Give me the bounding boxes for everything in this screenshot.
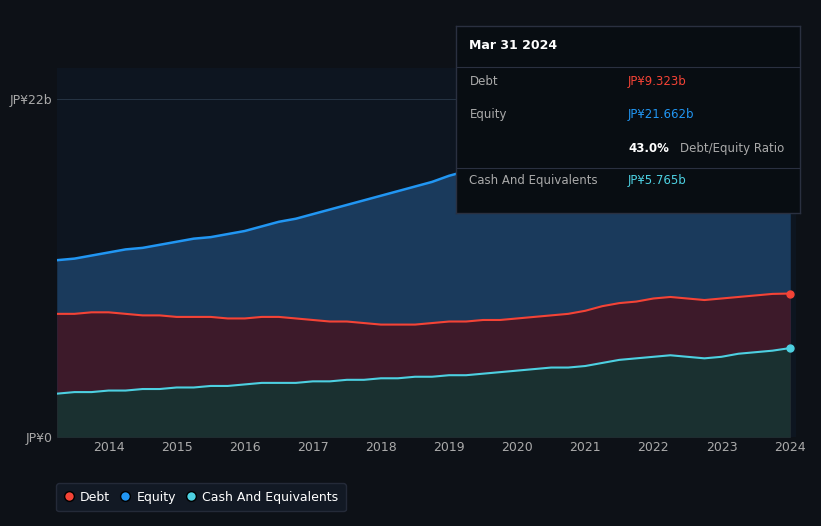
Text: Equity: Equity [470,108,507,122]
Text: JP¥9.323b: JP¥9.323b [628,75,687,88]
Text: JP¥5.765b: JP¥5.765b [628,174,687,187]
Legend: Debt, Equity, Cash And Equivalents: Debt, Equity, Cash And Equivalents [57,483,346,511]
Text: 43.0%: 43.0% [628,142,669,155]
Text: JP¥21.662b: JP¥21.662b [628,108,695,122]
Text: Debt/Equity Ratio: Debt/Equity Ratio [680,142,784,155]
Text: Mar 31 2024: Mar 31 2024 [470,39,557,53]
Text: Debt: Debt [470,75,498,88]
Text: Cash And Equivalents: Cash And Equivalents [470,174,598,187]
